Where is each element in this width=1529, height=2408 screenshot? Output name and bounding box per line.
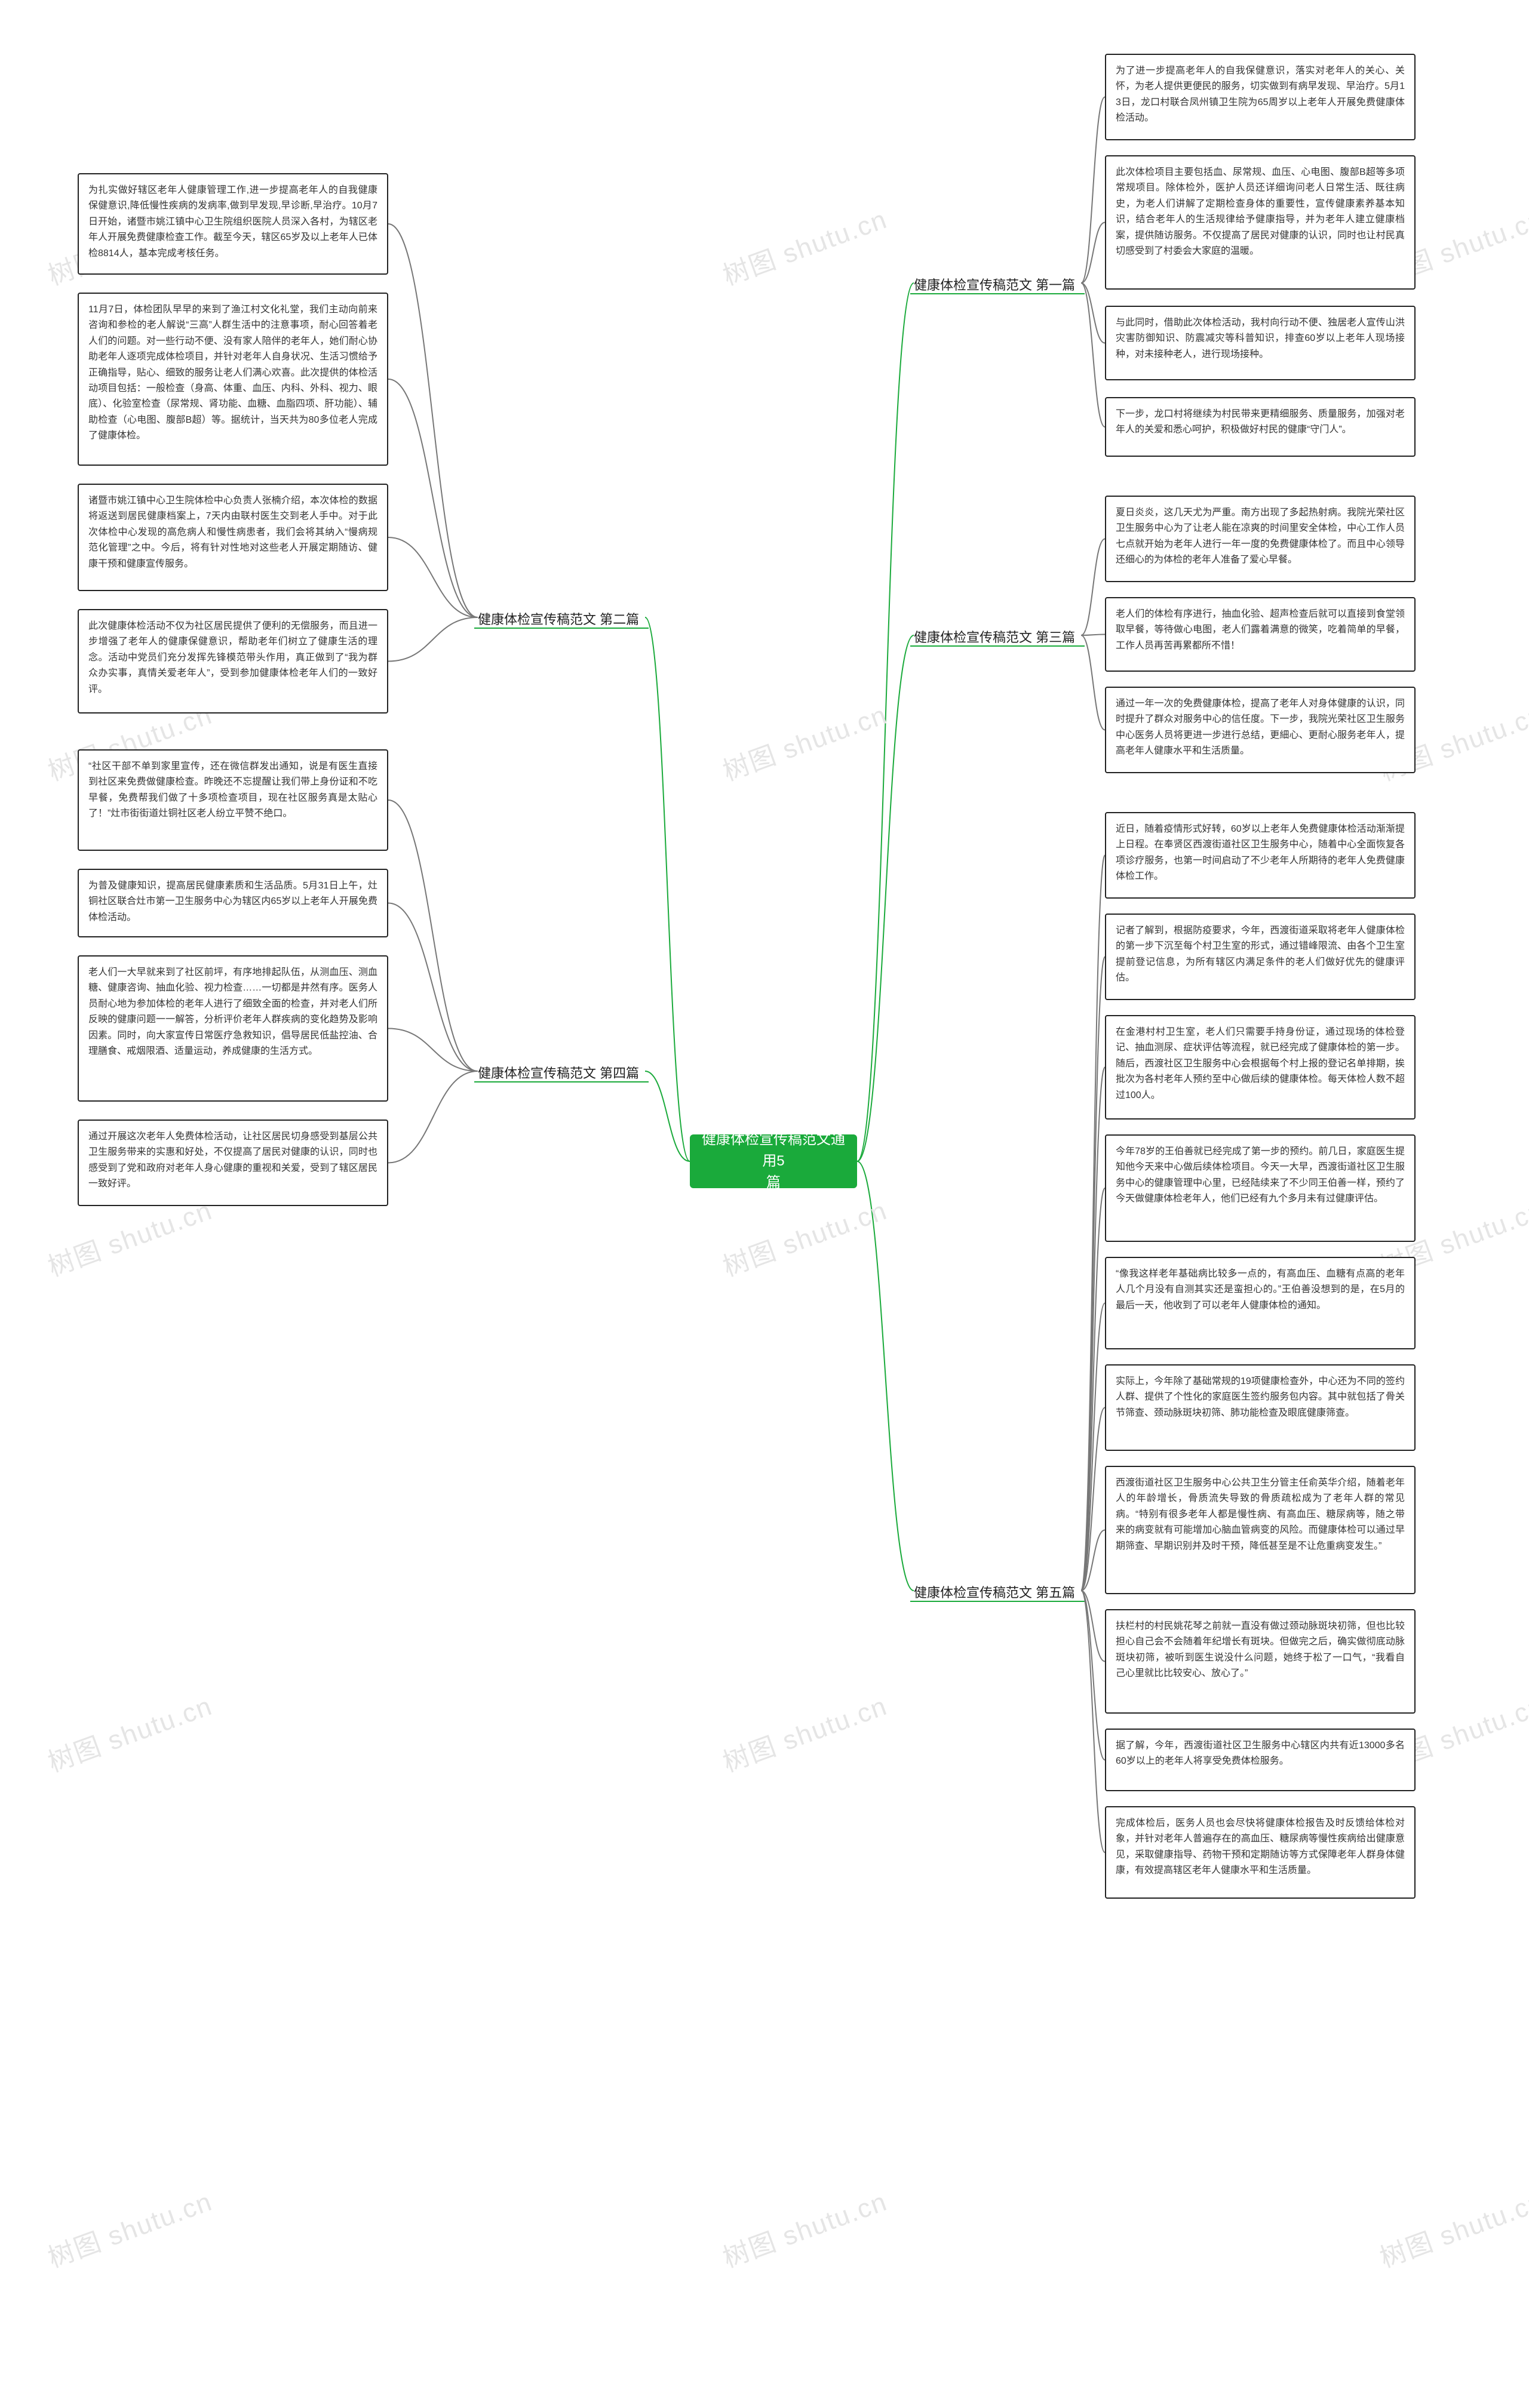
watermark: 树图 shutu.cn [717, 693, 892, 788]
leaf-node: 此次健康体检活动不仅为社区居民提供了便利的无偿服务，而且进一步增强了老年人的健康… [78, 609, 388, 714]
leaf-node: 为普及健康知识，提高居民健康素质和生活品质。5月31日上午，灶铜社区联合灶市第一… [78, 869, 388, 937]
branch-label: 健康体检宣传稿范文 第二篇 [478, 609, 639, 628]
watermark: 树图 shutu.cn [1374, 2180, 1529, 2275]
leaf-node: 据了解，今年，西渡街道社区卫生服务中心辖区内共有近13000多名60岁以上的老年… [1105, 1729, 1416, 1791]
leaf-node: 近日，随着疫情形式好转，60岁以上老年人免费健康体检活动渐渐提上日程。在奉贤区西… [1105, 812, 1416, 899]
root-title-line2: 篇 [766, 1174, 781, 1191]
leaf-node: 老人们的体检有序进行，抽血化验、超声检查后就可以直接到食堂领取早餐，等待做心电图… [1105, 597, 1416, 672]
leaf-node: “像我这样老年基础病比较多一点的，有高血压、血糖有点高的老年人几个月没有自测其实… [1105, 1257, 1416, 1349]
leaf-node: 今年78岁的王伯善就已经完成了第一步的预约。前几日，家庭医生提知他今天来中心做后… [1105, 1134, 1416, 1242]
root-title-line1: 健康体检宣传稿范文通用5 [702, 1131, 845, 1169]
leaf-node: 老人们一大早就来到了社区前坪，有序地排起队伍，从测血压、测血糖、健康咨询、抽血化… [78, 955, 388, 1102]
root-node: 健康体检宣传稿范文通用5 篇 [690, 1134, 857, 1188]
watermark: 树图 shutu.cn [717, 1684, 892, 1779]
watermark: 树图 shutu.cn [717, 1189, 892, 1284]
branch-label: 健康体检宣传稿范文 第三篇 [914, 627, 1075, 646]
leaf-node: 通过一年一次的免费健康体检，提高了老年人对身体健康的认识，同时提升了群众对服务中… [1105, 687, 1416, 773]
watermark: 树图 shutu.cn [717, 198, 892, 293]
branch-label: 健康体检宣传稿范文 第五篇 [914, 1582, 1075, 1601]
watermark: 树图 shutu.cn [717, 2180, 892, 2275]
leaf-node: 诸暨市姚江镇中心卫生院体检中心负责人张楠介绍，本次体检的数据将返送到居民健康档案… [78, 484, 388, 591]
leaf-node: 西渡街道社区卫生服务中心公共卫生分管主任俞英华介绍，随着老年人的年龄增长，骨质流… [1105, 1466, 1416, 1594]
leaf-node: 在金港村村卫生室，老人们只需要手持身份证，通过现场的体检登记、抽血测尿、症状评估… [1105, 1015, 1416, 1120]
leaf-node: “社区干部不单到家里宣传，还在微信群发出通知，说是有医生直接到社区来免费做健康检… [78, 749, 388, 851]
branch-label: 健康体检宣传稿范文 第四篇 [478, 1063, 639, 1082]
leaf-node: 实际上，今年除了基础常规的19项健康检查外，中心还为不同的签约人群、提供了个性化… [1105, 1364, 1416, 1451]
leaf-node: 与此同时，借助此次体检活动，我村向行动不便、独居老人宣传山洪灾害防御知识、防震减… [1105, 306, 1416, 380]
leaf-node: 完成体检后，医务人员也会尽快将健康体检报告及时反馈给体检对象，并针对老年人普遍存… [1105, 1806, 1416, 1899]
watermark: 树图 shutu.cn [42, 1684, 217, 1779]
leaf-node: 为了进一步提高老年人的自我保健意识，落实对老年人的关心、关怀，为老人提供更便民的… [1105, 54, 1416, 140]
leaf-node: 下一步，龙口村将继续为村民带来更精细服务、质量服务，加强对老年人的关爱和悉心呵护… [1105, 397, 1416, 457]
leaf-node: 记者了解到，根据防疫要求，今年，西渡街道采取将老年人健康体检的第一步下沉至每个村… [1105, 914, 1416, 1000]
leaf-node: 为扎实做好辖区老年人健康管理工作,进一步提高老年人的自我健康保健意识,降低慢性疾… [78, 173, 388, 275]
watermark: 树图 shutu.cn [42, 2180, 217, 2275]
leaf-node: 11月7日，体检团队早早的来到了渔江村文化礼堂，我们主动向前来咨询和参检的老人解… [78, 293, 388, 466]
leaf-node: 此次体检项目主要包括血、尿常规、血压、心电图、腹部B超等多项常规项目。除体检外，… [1105, 155, 1416, 290]
leaf-node: 扶栏村的村民姚花琴之前就一直没有做过颈动脉斑块初筛，但也比较担心自己会不会随着年… [1105, 1609, 1416, 1714]
leaf-node: 通过开展这次老年人免费体检活动，让社区居民切身感受到基层公共卫生服务带来的实惠和… [78, 1120, 388, 1206]
leaf-node: 夏日炎炎，这几天尤为严重。南方出现了多起热射病。我院光荣社区卫生服务中心为了让老… [1105, 496, 1416, 582]
branch-label: 健康体检宣传稿范文 第一篇 [914, 275, 1075, 294]
